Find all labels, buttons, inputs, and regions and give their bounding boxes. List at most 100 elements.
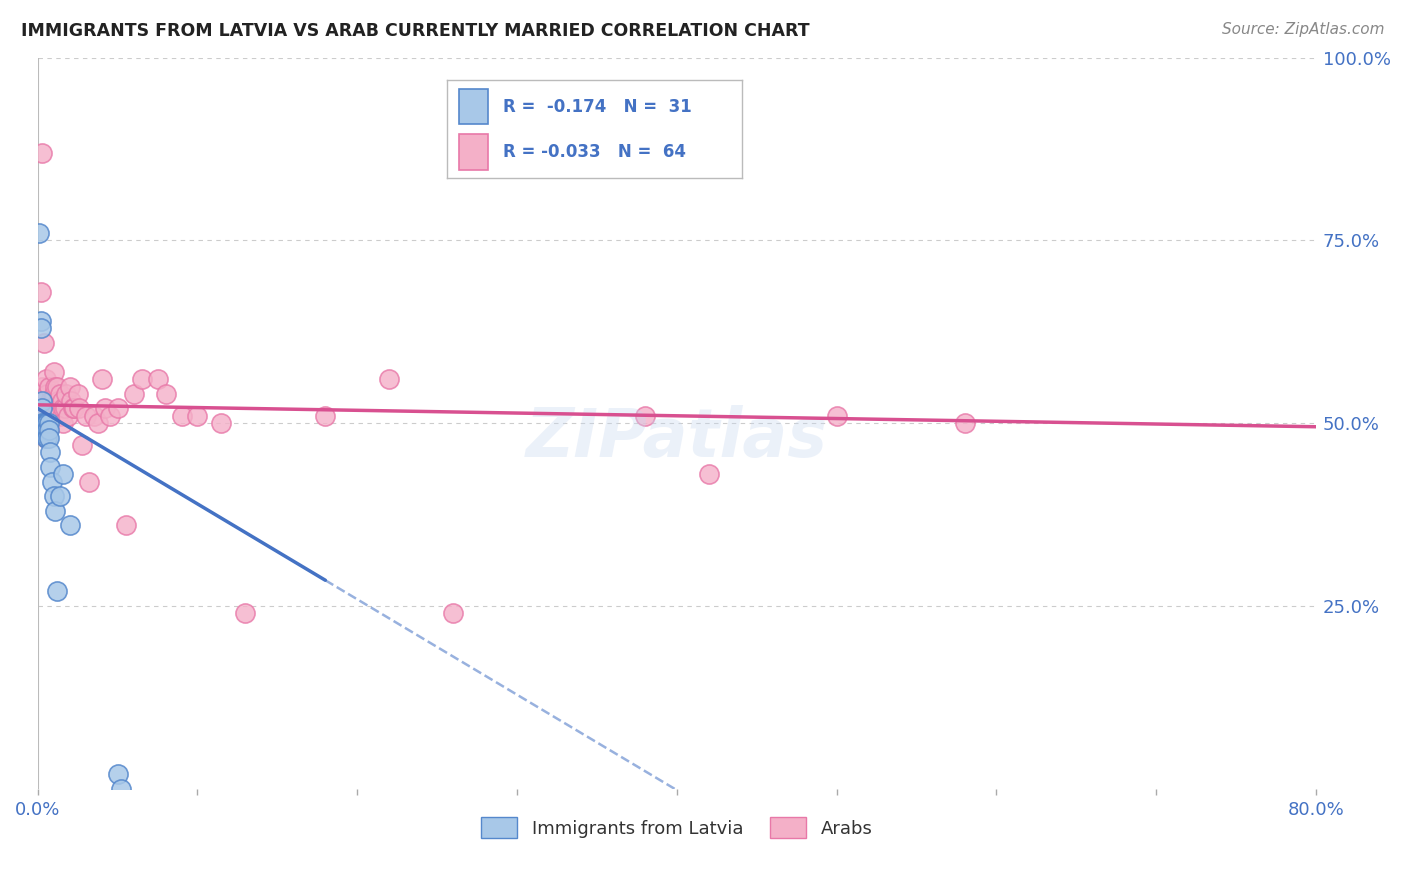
- Point: [34, 424, 56, 438]
- Point: [31, 145, 53, 160]
- Text: R =  -0.174   N =  31: R = -0.174 N = 31: [503, 98, 692, 116]
- Bar: [458, 134, 488, 169]
- Point: [44, 504, 66, 518]
- Point: [34, 416, 56, 430]
- Point: [48, 394, 70, 409]
- Point: [31, 379, 53, 393]
- Point: [52, 416, 75, 430]
- Point: [52, 467, 75, 482]
- Text: IMMIGRANTS FROM LATVIA VS ARAB CURRENTLY MARRIED CORRELATION CHART: IMMIGRANTS FROM LATVIA VS ARAB CURRENTLY…: [21, 22, 810, 40]
- Legend: Immigrants from Latvia, Arabs: Immigrants from Latvia, Arabs: [474, 810, 880, 846]
- Point: [38, 416, 60, 430]
- Point: [52, 401, 75, 416]
- Point: [37, 416, 59, 430]
- Point: [122, 387, 145, 401]
- Point: [98, 409, 121, 423]
- Point: [38, 379, 60, 393]
- Point: [39, 394, 62, 409]
- Point: [44, 401, 66, 416]
- Point: [38, 401, 60, 416]
- Point: [34, 431, 56, 445]
- Point: [60, 394, 83, 409]
- Point: [697, 467, 720, 482]
- Bar: [458, 89, 488, 124]
- Point: [32, 394, 55, 409]
- Point: [114, 518, 136, 533]
- Point: [45, 584, 67, 599]
- Point: [39, 445, 62, 459]
- Point: [235, 606, 257, 620]
- Point: [378, 372, 401, 386]
- Point: [31, 394, 53, 409]
- Point: [59, 379, 82, 393]
- Point: [32, 416, 55, 430]
- Text: Source: ZipAtlas.com: Source: ZipAtlas.com: [1222, 22, 1385, 37]
- Point: [49, 489, 72, 503]
- Point: [37, 424, 59, 438]
- Point: [155, 387, 177, 401]
- Point: [53, 401, 76, 416]
- Point: [107, 767, 129, 781]
- Point: [39, 416, 62, 430]
- Point: [62, 401, 84, 416]
- Point: [170, 409, 193, 423]
- Point: [32, 335, 55, 350]
- Point: [77, 475, 100, 489]
- Point: [146, 372, 169, 386]
- Point: [51, 409, 73, 423]
- Point: [211, 416, 233, 430]
- Point: [31, 416, 53, 430]
- Point: [38, 416, 60, 430]
- Point: [45, 379, 67, 393]
- Point: [44, 379, 66, 393]
- Point: [63, 401, 86, 416]
- Point: [49, 387, 72, 401]
- Point: [441, 606, 464, 620]
- Point: [51, 394, 73, 409]
- Point: [42, 387, 65, 401]
- Point: [45, 401, 67, 416]
- Point: [32, 416, 55, 430]
- Point: [59, 518, 82, 533]
- Point: [42, 489, 65, 503]
- Point: [83, 409, 105, 423]
- Point: [48, 409, 70, 423]
- Text: ZIPatlas: ZIPatlas: [526, 405, 828, 471]
- Point: [37, 401, 59, 416]
- Point: [110, 781, 132, 796]
- Point: [67, 401, 90, 416]
- Point: [31, 401, 53, 416]
- Text: R = -0.033   N =  64: R = -0.033 N = 64: [503, 143, 686, 161]
- Point: [28, 226, 51, 240]
- Point: [75, 409, 97, 423]
- Point: [42, 365, 65, 379]
- Point: [41, 475, 63, 489]
- Point: [186, 409, 208, 423]
- Point: [72, 438, 94, 452]
- Point: [131, 372, 153, 386]
- Point: [30, 314, 52, 328]
- Point: [30, 321, 52, 335]
- Point: [634, 409, 657, 423]
- Point: [107, 401, 129, 416]
- Point: [41, 394, 63, 409]
- Point: [90, 372, 112, 386]
- Point: [953, 416, 976, 430]
- Point: [37, 416, 59, 430]
- Point: [37, 387, 59, 401]
- Point: [34, 394, 56, 409]
- Point: [66, 387, 89, 401]
- Point: [37, 424, 59, 438]
- Point: [38, 431, 60, 445]
- Point: [34, 416, 56, 430]
- Point: [825, 409, 848, 423]
- Point: [34, 372, 56, 386]
- Point: [37, 431, 59, 445]
- Point: [55, 387, 77, 401]
- Point: [30, 285, 52, 299]
- Point: [32, 424, 55, 438]
- Point: [39, 459, 62, 474]
- Point: [314, 409, 336, 423]
- Point: [38, 424, 60, 438]
- Point: [34, 431, 56, 445]
